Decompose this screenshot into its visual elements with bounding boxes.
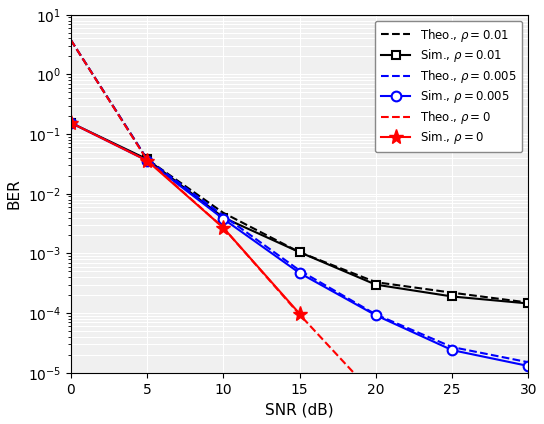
Line: Theo., $\rho = 0.005$: Theo., $\rho = 0.005$ (71, 40, 528, 362)
Theo., $\rho = 0$ (373, 394, 379, 399)
Theo., $\rho = 0.005$ (296, 268, 303, 273)
Theo., $\rho = 0.01$ (373, 279, 379, 285)
Sim., $\rho = 0.01$ (296, 250, 303, 255)
Theo., $\rho = 0$ (144, 157, 150, 162)
Line: Theo., $\rho = 0$: Theo., $\rho = 0$ (71, 40, 376, 396)
Sim., $\rho = 0.01$ (220, 215, 226, 220)
Sim., $\rho = 0.01$ (373, 282, 379, 287)
Sim., $\rho = 0.01$ (525, 301, 531, 306)
X-axis label: SNR (dB): SNR (dB) (265, 402, 334, 417)
Sim., $\rho = 0.01$ (67, 120, 74, 125)
Line: Sim., $\rho = 0$: Sim., $\rho = 0$ (63, 115, 307, 321)
Sim., $\rho = 0$ (144, 158, 150, 163)
Theo., $\rho = 0.005$ (144, 156, 150, 162)
Theo., $\rho = 0.01$ (296, 250, 303, 255)
Theo., $\rho = 0.005$ (449, 344, 455, 349)
Theo., $\rho = 0.01$ (144, 156, 150, 162)
Theo., $\rho = 0.01$ (67, 37, 74, 42)
Sim., $\rho = 0.01$ (144, 156, 150, 162)
Line: Sim., $\rho = 0.01$: Sim., $\rho = 0.01$ (66, 119, 533, 308)
Theo., $\rho = 0.005$ (525, 360, 531, 365)
Theo., $\rho = 0.01$ (525, 300, 531, 305)
Theo., $\rho = 0.005$ (373, 312, 379, 317)
Sim., $\rho = 0$ (296, 311, 303, 316)
Sim., $\rho = 0$ (220, 225, 226, 230)
Theo., $\rho = 0.01$ (220, 210, 226, 215)
Sim., $\rho = 0.005$ (220, 216, 226, 221)
Theo., $\rho = 0$ (67, 37, 74, 42)
Theo., $\rho = 0.005$ (67, 37, 74, 42)
Sim., $\rho = 0.005$ (144, 158, 150, 163)
Theo., $\rho = 0.01$ (449, 290, 455, 295)
Sim., $\rho = 0.005$ (449, 348, 455, 353)
Line: Theo., $\rho = 0.01$: Theo., $\rho = 0.01$ (71, 40, 528, 303)
Y-axis label: BER: BER (7, 179, 22, 209)
Theo., $\rho = 0$ (296, 312, 303, 317)
Sim., $\rho = 0.01$ (449, 294, 455, 299)
Sim., $\rho = 0.005$ (67, 120, 74, 125)
Sim., $\rho = 0.005$ (525, 363, 531, 368)
Theo., $\rho = 0$ (220, 225, 226, 230)
Sim., $\rho = 0.005$ (373, 313, 379, 318)
Line: Sim., $\rho = 0.005$: Sim., $\rho = 0.005$ (66, 118, 533, 371)
Sim., $\rho = 0$ (67, 120, 74, 125)
Theo., $\rho = 0.005$ (220, 213, 226, 218)
Sim., $\rho = 0.005$ (296, 271, 303, 276)
Legend: Theo., $\rho = 0.01$, Sim., $\rho = 0.01$, Theo., $\rho = 0.005$, Sim., $\rho = : Theo., $\rho = 0.01$, Sim., $\rho = 0.01… (375, 21, 522, 152)
